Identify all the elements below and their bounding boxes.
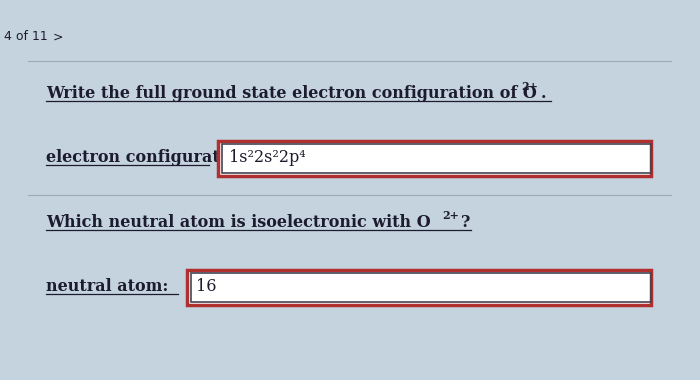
Text: 2+: 2+	[521, 81, 538, 92]
Text: neutral atom:: neutral atom:	[46, 278, 169, 295]
Bar	[187, 270, 651, 305]
Text: Which neutral atom is isoelectronic with O: Which neutral atom is isoelectronic with…	[46, 214, 431, 231]
Text: .: .	[540, 85, 546, 102]
Text: 4 of 11: 4 of 11	[4, 30, 48, 43]
Bar	[218, 141, 651, 176]
Text: ?: ?	[461, 214, 470, 231]
Text: 1s²2s²2p⁴: 1s²2s²2p⁴	[230, 149, 306, 166]
Text: 2+: 2+	[442, 210, 459, 221]
Text: 16: 16	[197, 278, 217, 295]
Text: >: >	[52, 30, 63, 43]
Text: Write the full ground state electron configuration of O: Write the full ground state electron con…	[46, 85, 538, 102]
Bar	[191, 273, 651, 302]
Text: electron configuration:: electron configuration:	[46, 149, 254, 166]
Bar	[222, 144, 651, 173]
